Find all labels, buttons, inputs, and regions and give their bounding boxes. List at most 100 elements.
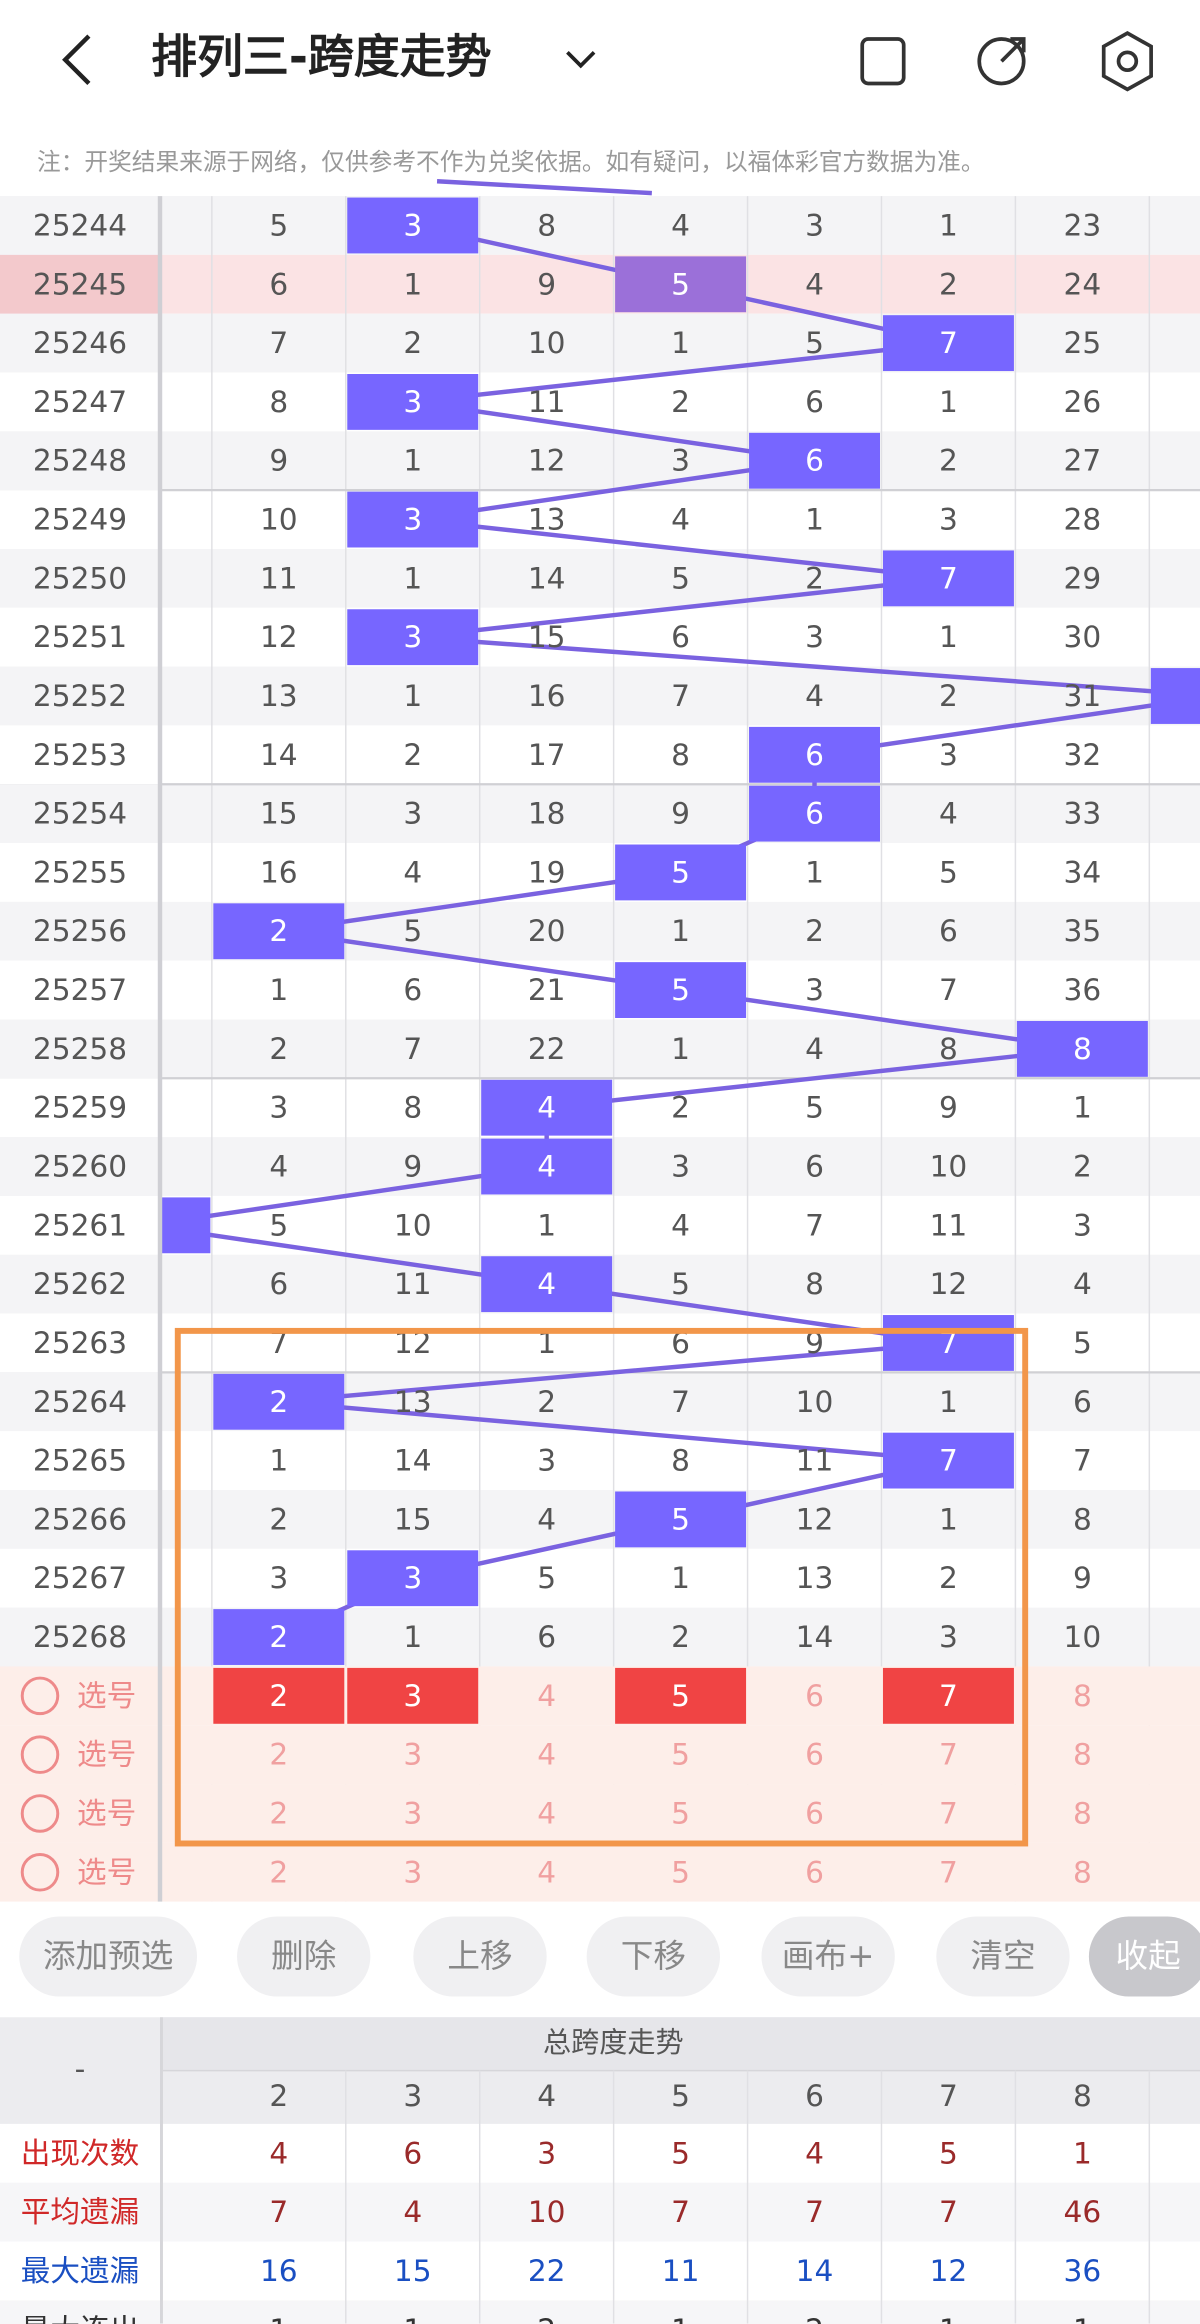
cell-value: 1 [269, 1444, 288, 1478]
button[interactable] [761, 1916, 895, 1997]
pick-number[interactable]: 2 [269, 1796, 288, 1830]
icon-layout[interactable] [860, 37, 906, 86]
button-label[interactable]: 添加预选 [43, 1937, 173, 1975]
pick-radio[interactable] [20, 1676, 60, 1716]
button-label[interactable]: 清空 [970, 1937, 1035, 1975]
pick-number[interactable]: 2 [269, 1855, 288, 1889]
cell-value: 8 [805, 1267, 824, 1301]
pick-radio[interactable] [20, 1735, 60, 1774]
pick-number[interactable]: 2 [269, 1679, 288, 1713]
pick-number[interactable]: 5 [671, 1738, 690, 1772]
issue: 25268 [33, 1620, 127, 1654]
pick-selected[interactable] [347, 1667, 479, 1724]
cell-value: 3 [939, 1620, 958, 1654]
cell-value: 3 [403, 503, 422, 537]
cell-value: 6 [537, 1620, 556, 1654]
pick-number[interactable]: 2 [269, 1738, 288, 1772]
cell-value: 6 [805, 738, 824, 772]
pick-number[interactable]: 7 [939, 1796, 958, 1830]
icon-settings[interactable] [1101, 30, 1153, 92]
row-bg [0, 254, 1200, 314]
pick-number[interactable]: 3 [403, 1855, 422, 1889]
issue: 25248 [33, 444, 127, 478]
stats-row-bg [0, 2182, 1200, 2242]
pick-number[interactable]: 6 [805, 1855, 824, 1889]
hit-cell [749, 726, 880, 783]
pick-radio[interactable] [20, 1794, 60, 1833]
issue: 25249 [33, 503, 127, 537]
stats-value: 7 [939, 2195, 958, 2229]
button[interactable] [19, 1916, 198, 1997]
button-label[interactable]: 画布+ [782, 1937, 874, 1975]
button[interactable] [586, 1916, 720, 1997]
pick-number[interactable]: 7 [939, 1738, 958, 1772]
pick-number[interactable]: 3 [403, 1796, 422, 1830]
back-button[interactable] [62, 34, 91, 86]
cell-value: 5 [537, 1561, 556, 1595]
cell-value: 4 [671, 503, 690, 537]
dropdown[interactable] [566, 51, 596, 69]
pick-number[interactable]: 7 [939, 1679, 958, 1713]
cell-value: 2 [805, 561, 824, 595]
notice: 注：开奖结果来源于网络，仅供参考不作为兑奖依据。如有疑问，以福体彩官方数据为准。 [37, 148, 985, 176]
button[interactable] [413, 1916, 547, 1997]
pick-number[interactable]: 5 [671, 1796, 690, 1830]
stats-value: 11 [662, 2254, 700, 2288]
pick-number[interactable]: 3 [403, 1738, 422, 1772]
cell-value: 2 [671, 385, 690, 419]
cell-value: 1 [403, 561, 422, 595]
pick-row-bg [0, 1725, 1200, 1785]
cell-value: 15 [394, 1502, 432, 1536]
pick-number[interactable]: 6 [805, 1679, 824, 1713]
pick-number[interactable]: 8 [1073, 1855, 1092, 1889]
button-label[interactable]: 收起 [1116, 1937, 1181, 1975]
pick-radio[interactable] [20, 1853, 60, 1892]
pick-selected[interactable] [213, 1667, 345, 1724]
pick-number[interactable]: 4 [537, 1855, 556, 1889]
cell-value: 1 [671, 914, 690, 948]
issue: 25254 [33, 797, 127, 831]
issue: 25261 [33, 1208, 127, 1242]
pick-selected[interactable] [615, 1667, 747, 1724]
pick-number[interactable]: 6 [805, 1796, 824, 1830]
pick-number[interactable]: 6 [805, 1738, 824, 1772]
button[interactable] [237, 1916, 371, 1997]
issue: 25259 [33, 1091, 127, 1125]
pick-number[interactable]: 4 [537, 1738, 556, 1772]
cell-value: 8 [1073, 1032, 1092, 1066]
cell-value: 33 [1064, 797, 1102, 831]
row-bg [0, 1607, 1200, 1667]
pick-number[interactable]: 4 [537, 1679, 556, 1713]
pick-number[interactable]: 8 [1073, 1738, 1092, 1772]
cell-value: 35 [1064, 914, 1102, 948]
cell-value: 3 [805, 208, 824, 242]
cell-value: 12 [528, 444, 566, 478]
cell-value: 4 [537, 1502, 556, 1536]
pick-number[interactable]: 8 [1073, 1796, 1092, 1830]
cell-value: 8 [1073, 1502, 1092, 1536]
button-label[interactable]: 删除 [271, 1937, 336, 1975]
stats-label: 最大连出 [21, 2313, 139, 2324]
pick-number[interactable]: 8 [1073, 1679, 1092, 1713]
cell-value: 3 [939, 503, 958, 537]
button[interactable] [936, 1916, 1070, 1997]
button-label[interactable]: 下移 [621, 1937, 686, 1975]
cell-value: 6 [1073, 1385, 1092, 1419]
cell-value: 1 [939, 1385, 958, 1419]
pick-number[interactable]: 5 [671, 1679, 690, 1713]
issue-bg [0, 490, 160, 549]
button-label[interactable]: 上移 [447, 1937, 512, 1975]
pick-selected[interactable] [882, 1667, 1014, 1724]
pick-number[interactable]: 3 [403, 1679, 422, 1713]
pick-number[interactable]: 5 [671, 1855, 690, 1889]
stats-col: 8 [1073, 2079, 1092, 2113]
hit-cell [347, 491, 479, 548]
button[interactable] [1088, 1916, 1200, 1997]
stats-value: 7 [269, 2195, 288, 2229]
stats-title-bg [162, 2017, 1200, 2071]
pick-number[interactable]: 7 [939, 1855, 958, 1889]
icon-share[interactable] [977, 37, 1026, 86]
pick-row-bg [0, 1784, 1200, 1843]
pick-number[interactable]: 4 [537, 1796, 556, 1830]
